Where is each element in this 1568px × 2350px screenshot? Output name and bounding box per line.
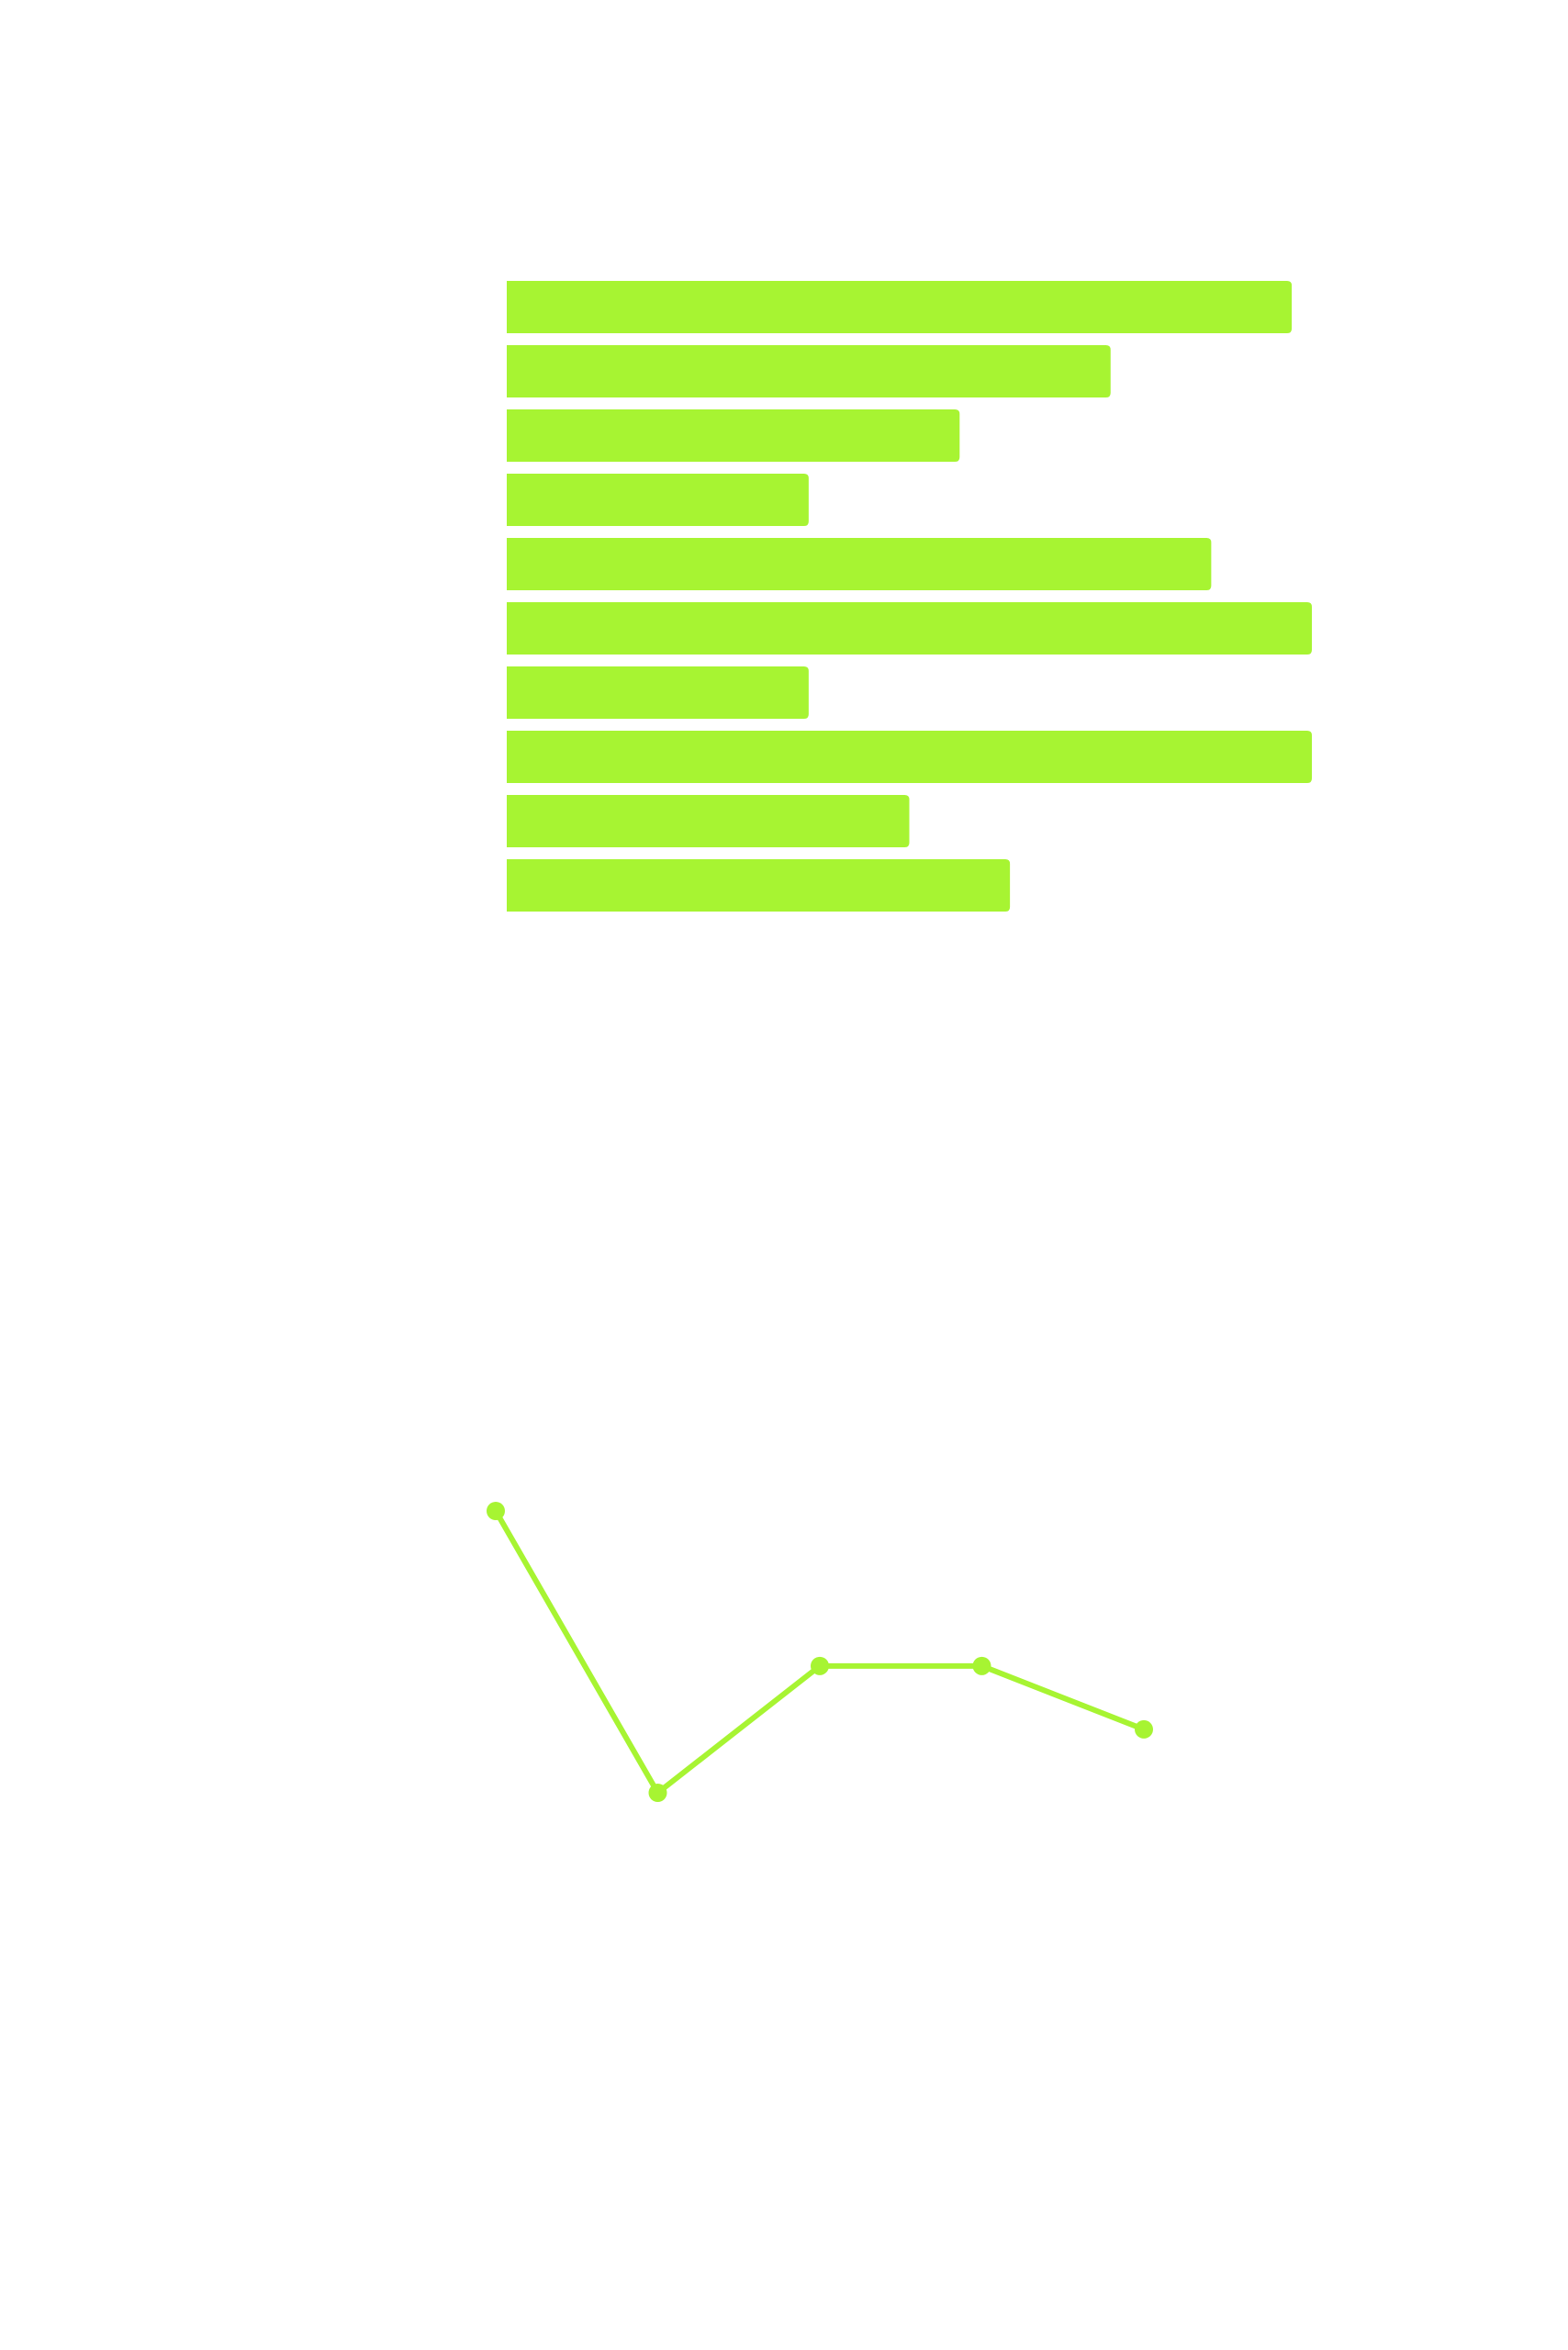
horizontal-bar-chart (507, 281, 1312, 912)
bar (507, 859, 1011, 912)
line-chart (487, 1502, 1153, 1802)
line-point (972, 1656, 991, 1675)
bar (507, 474, 809, 526)
bar (507, 281, 1293, 333)
bar (507, 602, 1312, 655)
line-point (1135, 1719, 1153, 1739)
bar (507, 731, 1312, 783)
line-point (648, 1784, 667, 1802)
bar (507, 666, 809, 719)
bar (507, 795, 910, 847)
bar (507, 345, 1111, 397)
bar (507, 538, 1212, 590)
line-point (487, 1502, 505, 1520)
line-series (493, 1509, 1146, 1796)
bar (507, 409, 960, 462)
line-point (811, 1656, 829, 1675)
